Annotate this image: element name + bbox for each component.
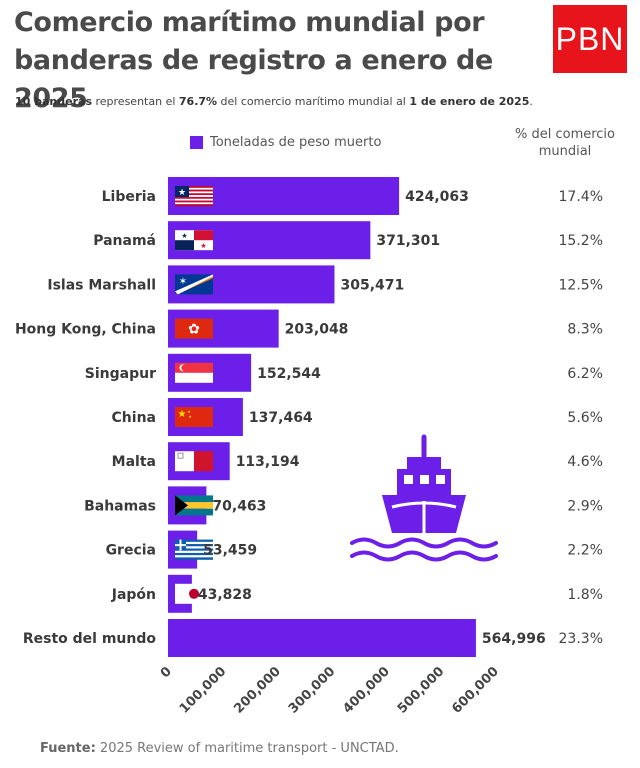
category-label: Resto del mundo [23,631,157,647]
percent-label: 1.8% [567,587,603,603]
bar [168,619,476,657]
category-label: Japón [111,587,156,603]
pbn-logo: PBN [553,5,627,73]
category-label: Panamá [93,233,156,249]
value-label: 305,471 [340,277,404,293]
chart-legend: Toneladas de peso muerto [190,135,381,150]
value-label: 53,459 [203,543,257,559]
percent-column-header: % del comercio mundial [505,126,625,160]
svg-text:★: ★ [200,242,206,250]
value-label: 137,464 [249,410,313,426]
x-tick-label: 100,000 [177,664,229,716]
subtitle-highlight-percent: 76.7% [178,95,218,108]
x-tick-label: 400,000 [340,664,392,716]
source-note: Fuente: 2025 Review of maritime transpor… [40,741,399,756]
percent-label: 5.6% [567,410,603,426]
value-label: 564,996 [482,631,546,647]
source-text: 2025 Review of maritime transport - UNCT… [95,741,399,756]
percent-label: 17.4% [559,189,603,205]
liberia-flag-icon: ★ [175,186,213,207]
chart-title: Comercio marítimo mundial por banderas d… [14,7,493,114]
category-label: Hong Kong, China [15,322,156,338]
bar-chart: Liberia ★ 424,063 17.4%Panamá ★★ 371,301 15.2%… [15,177,603,717]
china-flag-icon: ★ ★★ [175,407,213,427]
value-label: 70,463 [212,498,266,514]
x-tick-label: 300,000 [286,664,338,716]
percent-label: 2.2% [567,543,603,559]
bahamas-flag-icon [175,495,213,516]
value-label: 152,544 [257,366,321,382]
svg-text:★: ★ [181,232,187,240]
x-tick-label: 600,000 [449,664,501,716]
svg-text:★: ★ [178,187,186,197]
category-label: Grecia [106,543,156,559]
svg-text:★: ★ [187,409,191,414]
x-tick-label: 200,000 [231,664,283,716]
category-label: Islas Marshall [47,277,156,293]
percent-label: 2.9% [567,498,603,514]
svg-text:✿: ✿ [188,321,200,337]
legend-swatch [190,136,203,149]
chart-subtitle: 10 banderas representan el 76.7% del com… [15,95,635,108]
svg-text:★: ★ [188,414,192,419]
x-tick-label: 0 [158,664,175,681]
category-label: Singapur [85,366,156,382]
percent-label: 23.3% [559,631,603,647]
hong-kong-flag-icon: ✿ [175,318,213,339]
x-tick-label: 500,000 [395,664,447,716]
category-label: Liberia [102,189,156,205]
subtitle-highlight-flags: 10 banderas [15,95,92,108]
malta-flag-icon [175,451,213,472]
ship-icon [350,434,498,562]
marshall-islands-flag-icon: ✶ [175,274,213,295]
svg-text:★: ★ [178,409,187,420]
greece-flag-icon [175,539,213,560]
percent-header-line: % del comercio [514,127,615,142]
subtitle-text: . [529,95,533,108]
category-label: Bahamas [84,498,156,514]
percent-header-line: mundial [538,144,592,159]
panama-flag-icon: ★★ [175,230,213,251]
subtitle-text: representan el [92,95,179,108]
singapore-flag-icon [175,362,213,383]
subtitle-text: del comercio marítimo mundial al [217,95,410,108]
percent-label: 6.2% [567,366,603,382]
japan-flag-icon [175,583,213,604]
value-label: 371,301 [376,233,440,249]
category-label: China [112,410,156,426]
subtitle-highlight-date: 1 de enero de 2025 [409,95,530,108]
svg-text:✶: ✶ [179,276,187,287]
percent-label: 15.2% [559,233,603,249]
percent-label: 8.3% [567,322,603,338]
value-label: 113,194 [236,454,300,470]
value-label: 203,048 [285,322,349,338]
value-label: 424,063 [405,189,469,205]
percent-label: 12.5% [559,277,603,293]
source-label: Fuente: [40,741,96,756]
value-label: 43,828 [198,587,252,603]
percent-label: 4.6% [567,454,603,470]
category-label: Malta [112,454,156,470]
legend-label: Toneladas de peso muerto [210,135,382,150]
